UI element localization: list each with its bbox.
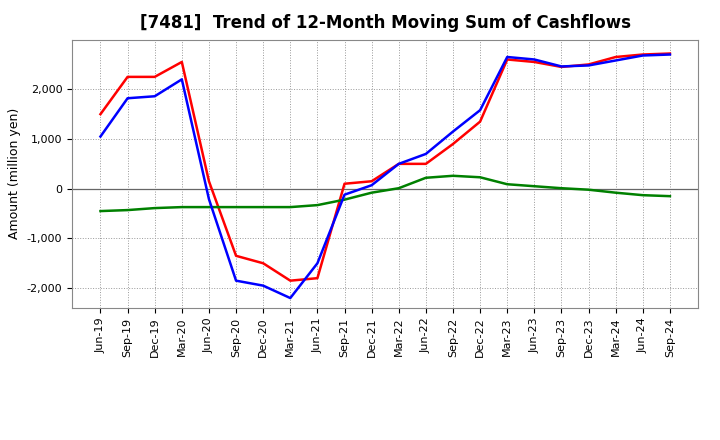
Free Cashflow (557, 64, 566, 69)
Operating Cashflow (123, 74, 132, 80)
Y-axis label: Amount (million yen): Amount (million yen) (8, 108, 21, 239)
Free Cashflow (476, 107, 485, 113)
Title: [7481]  Trend of 12-Month Moving Sum of Cashflows: [7481] Trend of 12-Month Moving Sum of C… (140, 15, 631, 33)
Operating Cashflow (150, 74, 159, 80)
Operating Cashflow (639, 52, 647, 57)
Investing Cashflow (341, 197, 349, 202)
Investing Cashflow (395, 186, 403, 191)
Investing Cashflow (259, 205, 268, 210)
Investing Cashflow (584, 187, 593, 192)
Line: Free Cashflow: Free Cashflow (101, 55, 670, 298)
Operating Cashflow (665, 51, 674, 56)
Investing Cashflow (665, 194, 674, 199)
Free Cashflow (123, 95, 132, 101)
Free Cashflow (204, 197, 213, 202)
Free Cashflow (286, 295, 294, 301)
Free Cashflow (665, 52, 674, 57)
Operating Cashflow (286, 278, 294, 283)
Investing Cashflow (611, 190, 620, 195)
Operating Cashflow (530, 59, 539, 65)
Investing Cashflow (96, 209, 105, 214)
Operating Cashflow (584, 62, 593, 67)
Investing Cashflow (367, 190, 376, 195)
Operating Cashflow (178, 59, 186, 65)
Free Cashflow (530, 57, 539, 62)
Free Cashflow (449, 129, 457, 134)
Free Cashflow (639, 53, 647, 58)
Free Cashflow (178, 77, 186, 82)
Free Cashflow (96, 134, 105, 139)
Free Cashflow (584, 63, 593, 68)
Investing Cashflow (530, 183, 539, 189)
Investing Cashflow (557, 186, 566, 191)
Free Cashflow (421, 151, 430, 157)
Operating Cashflow (367, 179, 376, 184)
Investing Cashflow (178, 205, 186, 210)
Line: Operating Cashflow: Operating Cashflow (101, 54, 670, 281)
Investing Cashflow (503, 182, 511, 187)
Free Cashflow (367, 183, 376, 188)
Operating Cashflow (259, 260, 268, 266)
Free Cashflow (611, 58, 620, 63)
Free Cashflow (232, 278, 240, 283)
Free Cashflow (395, 161, 403, 166)
Free Cashflow (503, 55, 511, 60)
Investing Cashflow (313, 202, 322, 208)
Operating Cashflow (476, 119, 485, 124)
Free Cashflow (313, 260, 322, 266)
Investing Cashflow (449, 173, 457, 179)
Operating Cashflow (449, 141, 457, 147)
Operating Cashflow (96, 111, 105, 117)
Investing Cashflow (150, 205, 159, 211)
Investing Cashflow (232, 205, 240, 210)
Operating Cashflow (232, 253, 240, 258)
Line: Investing Cashflow: Investing Cashflow (101, 176, 670, 211)
Investing Cashflow (123, 207, 132, 213)
Investing Cashflow (476, 175, 485, 180)
Operating Cashflow (341, 181, 349, 187)
Operating Cashflow (204, 179, 213, 184)
Operating Cashflow (421, 161, 430, 166)
Investing Cashflow (639, 193, 647, 198)
Investing Cashflow (421, 175, 430, 180)
Investing Cashflow (204, 205, 213, 210)
Investing Cashflow (286, 205, 294, 210)
Operating Cashflow (503, 57, 511, 62)
Free Cashflow (341, 192, 349, 197)
Free Cashflow (150, 94, 159, 99)
Operating Cashflow (557, 64, 566, 70)
Operating Cashflow (611, 55, 620, 60)
Free Cashflow (259, 283, 268, 288)
Operating Cashflow (395, 161, 403, 166)
Operating Cashflow (313, 275, 322, 281)
